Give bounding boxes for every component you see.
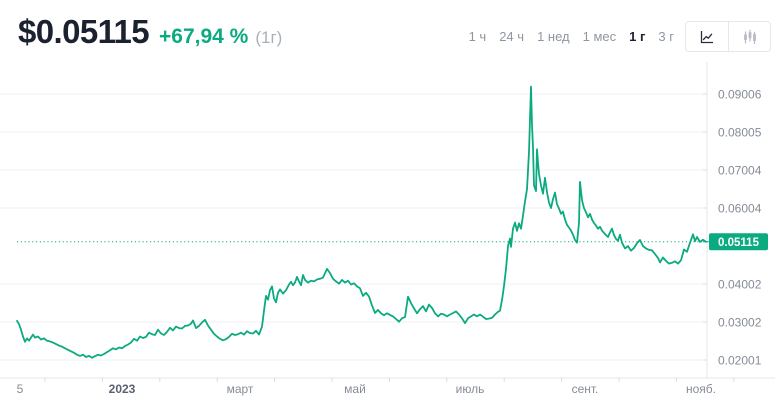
range-option-1[interactable]: 1 ч bbox=[468, 29, 487, 44]
x-axis-label: сент. bbox=[572, 382, 599, 396]
range-option-4[interactable]: 1 мес bbox=[582, 29, 617, 44]
y-axis-label: 0.07004 bbox=[718, 164, 762, 178]
candlestick-chart-button[interactable] bbox=[728, 22, 770, 51]
x-axis-label: 5 bbox=[17, 382, 24, 396]
candlestick-icon bbox=[743, 29, 756, 44]
range-option-2[interactable]: 24 ч bbox=[499, 29, 525, 44]
chart-axes bbox=[0, 62, 775, 382]
line-chart-icon bbox=[700, 30, 713, 43]
current-price-value: $0.05115 bbox=[18, 13, 150, 50]
y-axis-label: 0.08005 bbox=[718, 126, 762, 140]
price-series-line bbox=[16, 85, 707, 359]
chart-header: $0.05115 +67,94 % (1г) 1 ч 24 ч 1 нед 1 мес… bbox=[0, 0, 775, 60]
time-range-selector: 1 ч 24 ч 1 нед 1 мес 1 г 3 г bbox=[469, 29, 674, 44]
badge-price-label: 0.05115 bbox=[718, 237, 760, 249]
chart-type-toggle bbox=[685, 21, 771, 52]
badge-background bbox=[709, 233, 768, 251]
range-option-3[interactable]: 1 нед bbox=[537, 29, 570, 44]
x-axis-label: май bbox=[344, 382, 366, 396]
price-line-path bbox=[16, 85, 707, 359]
range-option-5[interactable]: 1 г bbox=[629, 29, 646, 44]
current-price-badge: 0.05115 bbox=[703, 233, 768, 251]
x-axis-label: март bbox=[227, 382, 254, 396]
change-period-note: (1г) bbox=[255, 28, 283, 47]
y-axis-label: 0.04002 bbox=[718, 278, 762, 292]
y-axis-label: 0.02001 bbox=[718, 354, 762, 368]
y-axis-label: 0.09006 bbox=[718, 88, 762, 102]
price-scale[interactable]: 0.09006 0.08005 0.07004 0.06004 0.04002 0.030… bbox=[718, 88, 762, 368]
x-axis-label: 2023 bbox=[109, 382, 136, 396]
y-axis-label: 0.06004 bbox=[718, 201, 762, 215]
y-axis-label: 0.03002 bbox=[718, 315, 762, 329]
time-scale[interactable]: 5 2023 март май июль сент. нояб. bbox=[17, 382, 716, 396]
x-axis-label: нояб. bbox=[686, 382, 716, 396]
range-option-6[interactable]: 3 г bbox=[658, 29, 674, 44]
x-axis-label: июль bbox=[456, 382, 485, 396]
price-row: $0.05115 +67,94 % (1г) bbox=[18, 13, 282, 51]
price-change-percent: +67,94 % bbox=[159, 25, 249, 48]
line-chart-button[interactable] bbox=[686, 22, 728, 51]
